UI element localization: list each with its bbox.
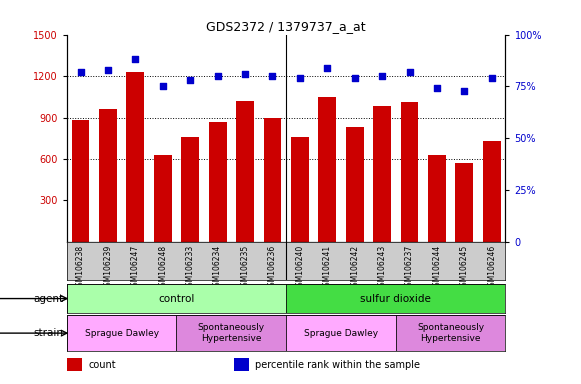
Bar [264,118,281,242]
Text: GSM106245: GSM106245 [460,245,469,291]
Bar [177,315,286,351]
Bar [286,284,505,313]
Point [350,75,359,81]
Text: Sprague Dawley: Sprague Dawley [304,329,378,338]
Point [158,83,167,89]
Text: Spontaneously
Hypertensive: Spontaneously Hypertensive [198,323,265,343]
Text: GSM106235: GSM106235 [241,245,249,291]
Bar [209,122,227,242]
Bar [483,141,501,242]
Point [185,77,195,83]
Point [405,69,414,75]
Bar [234,358,249,371]
Bar [456,163,474,242]
Text: GSM106238: GSM106238 [76,245,85,291]
Bar [67,358,82,371]
Bar [67,315,177,351]
Point [241,71,250,77]
Text: GSM106246: GSM106246 [487,245,496,291]
Bar [428,155,446,242]
Bar [286,315,396,351]
Bar [99,109,117,242]
Bar [181,137,199,242]
Text: sulfur dioxide: sulfur dioxide [360,293,431,304]
Bar [291,137,309,242]
Text: GSM106242: GSM106242 [350,245,359,291]
Point [268,73,277,79]
Text: GSM106239: GSM106239 [103,245,113,291]
Point [131,56,140,63]
Text: Sprague Dawley: Sprague Dawley [85,329,159,338]
Text: percentile rank within the sample: percentile rank within the sample [256,360,421,370]
Point [432,85,442,91]
Text: GSM106241: GSM106241 [323,245,332,291]
Bar [67,284,286,313]
Text: GSM106244: GSM106244 [432,245,442,291]
Bar [346,127,364,242]
Point [76,69,85,75]
Text: Spontaneously
Hypertensive: Spontaneously Hypertensive [417,323,484,343]
Text: GSM106247: GSM106247 [131,245,140,291]
Text: agent: agent [34,293,64,304]
Point [460,88,469,94]
Text: GSM106237: GSM106237 [405,245,414,291]
Text: control: control [158,293,195,304]
Text: GSM106240: GSM106240 [295,245,304,291]
Text: GSM106233: GSM106233 [186,245,195,291]
Point [295,75,304,81]
Bar [154,155,171,242]
Bar [373,106,391,242]
Text: count: count [89,360,116,370]
Bar [318,97,336,242]
Bar [127,72,144,242]
Title: GDS2372 / 1379737_a_at: GDS2372 / 1379737_a_at [206,20,366,33]
Text: GSM106248: GSM106248 [158,245,167,291]
Bar [401,102,418,242]
Point [213,73,223,79]
Point [487,75,496,81]
Bar [71,120,89,242]
Text: GSM106236: GSM106236 [268,245,277,291]
Bar [236,101,254,242]
Point [378,73,387,79]
Bar [396,315,505,351]
Point [103,67,113,73]
Text: strain: strain [34,328,64,338]
Point [322,65,332,71]
Text: GSM106234: GSM106234 [213,245,222,291]
Text: GSM106243: GSM106243 [378,245,386,291]
